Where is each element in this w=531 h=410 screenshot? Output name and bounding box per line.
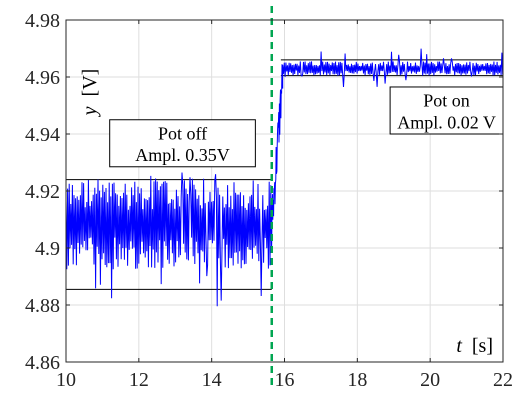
annotation-pot-on-line-1: Pot on — [423, 91, 470, 111]
y-tick-label-1: 4.88 — [25, 295, 60, 317]
y-axis-symbol: y — [79, 106, 101, 117]
x-tick-label-1: 12 — [129, 369, 149, 391]
axis-ticks — [65, 19, 504, 363]
x-axis-label: t [s] — [456, 335, 493, 357]
y-tick-label-3: 4.92 — [25, 181, 60, 203]
annotation-pot-off-line-2: Ampl. 0.35V — [135, 145, 230, 165]
annotation-pot-off: Pot off Ampl. 0.35V — [109, 119, 256, 168]
x-axis-symbol: t — [456, 335, 462, 357]
y-tick-label-0: 4.86 — [25, 352, 60, 374]
x-tick-label-0: 10 — [56, 369, 76, 391]
x-tick-label-4: 18 — [347, 369, 367, 391]
y-tick-label-5: 4.96 — [25, 67, 60, 89]
x-tick-label-3: 16 — [275, 369, 295, 391]
x-tick-label-2: 14 — [202, 369, 222, 391]
annotation-pot-off-box — [109, 119, 256, 168]
series-layer — [65, 48, 504, 307]
y-tick-labels: 4.86 4.88 4.9 4.92 4.94 4.96 4.98 — [25, 10, 60, 374]
x-axis-unit: [s] — [472, 335, 493, 357]
y-tick-label-2: 4.9 — [35, 238, 60, 260]
y-tick-label-4: 4.94 — [25, 124, 60, 146]
y-axis-label: y [V] — [79, 69, 101, 118]
annotations: Pot off Ampl. 0.35V Pot on Ampl. 0.02 V — [109, 86, 504, 168]
x-tick-label-5: 20 — [420, 369, 440, 391]
annotation-pot-on-line-2: Ampl. 0.02 V — [397, 112, 496, 132]
y-axis-unit: [V] — [79, 69, 101, 97]
x-tick-label-6: 22 — [493, 369, 513, 391]
annotation-pot-on: Pot on Ampl. 0.02 V — [389, 86, 504, 135]
annotation-pot-off-line-1: Pot off — [158, 124, 207, 144]
series-line-y — [65, 48, 504, 307]
x-tick-labels: 10 12 14 16 18 20 22 — [56, 369, 513, 391]
annotation-pot-on-box — [389, 86, 504, 135]
y-tick-label-6: 4.98 — [25, 10, 60, 32]
